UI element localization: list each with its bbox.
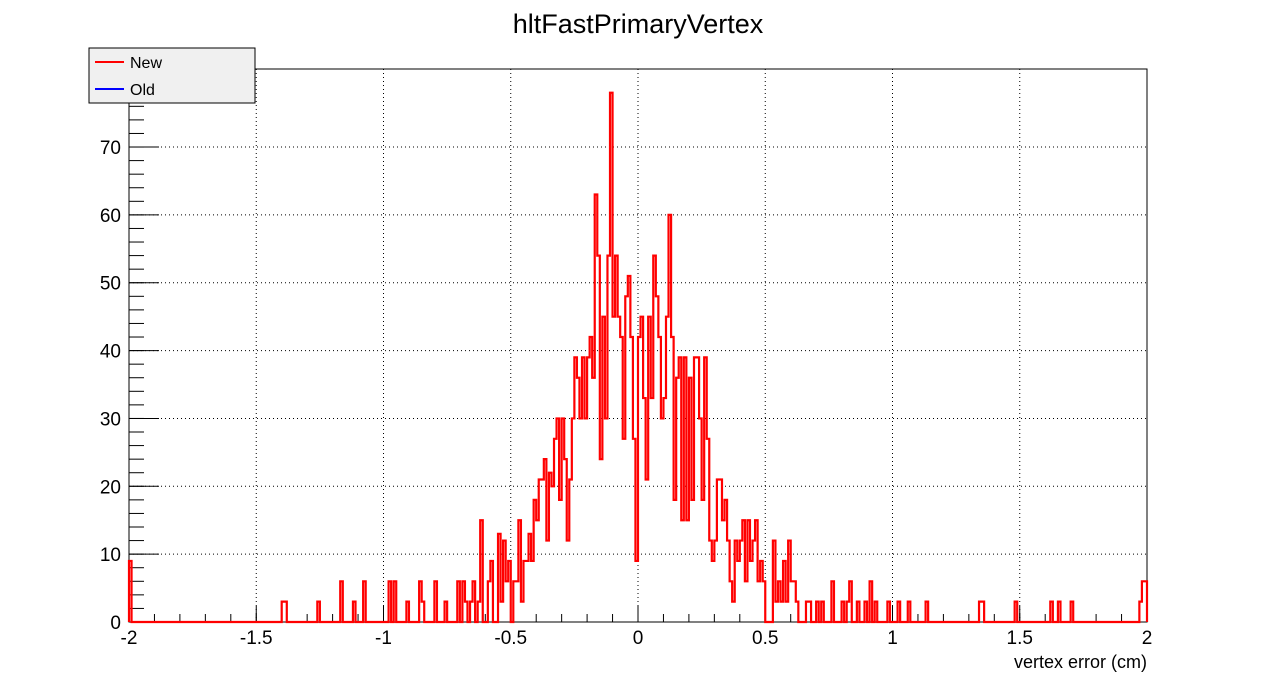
- series-line-new: [127, 91, 1149, 624]
- x-tick-label: 1: [887, 628, 898, 649]
- legend: New Old: [88, 47, 256, 104]
- y-tick-label: 70: [100, 138, 121, 159]
- y-tick-label: 20: [100, 477, 121, 498]
- x-tick-label: 1.5: [1007, 628, 1033, 649]
- y-tick-label: 10: [100, 545, 121, 566]
- y-tick-label: 0: [110, 613, 121, 634]
- legend-box: [88, 47, 256, 104]
- y-tick-label: 30: [100, 409, 121, 430]
- x-tick-label: 2: [1142, 628, 1153, 649]
- x-tick-label: -2: [121, 628, 138, 649]
- x-tick-label: 0: [633, 628, 644, 649]
- x-tick-label: -1: [375, 628, 392, 649]
- x-tick-label: -1.5: [240, 628, 273, 649]
- x-tick-labels: -2 -1.5 -1 -0.5 0 0.5 1 1.5 2: [121, 628, 1153, 649]
- y-tick-label: 60: [100, 206, 121, 227]
- x-tick-label: -0.5: [494, 628, 527, 649]
- y-tick-label: 50: [100, 274, 121, 295]
- legend-label-new: New: [130, 55, 162, 72]
- y-tick-labels: 0 10 20 30 40 50 60 70: [100, 138, 121, 634]
- chart-title: hltFastPrimaryVertex: [513, 9, 764, 39]
- x-tick-label: 0.5: [752, 628, 778, 649]
- y-tick-label: 40: [100, 342, 121, 363]
- series-layer: [127, 91, 1149, 624]
- x-axis-title: vertex error (cm): [1014, 652, 1147, 672]
- legend-label-old: Old: [130, 82, 155, 99]
